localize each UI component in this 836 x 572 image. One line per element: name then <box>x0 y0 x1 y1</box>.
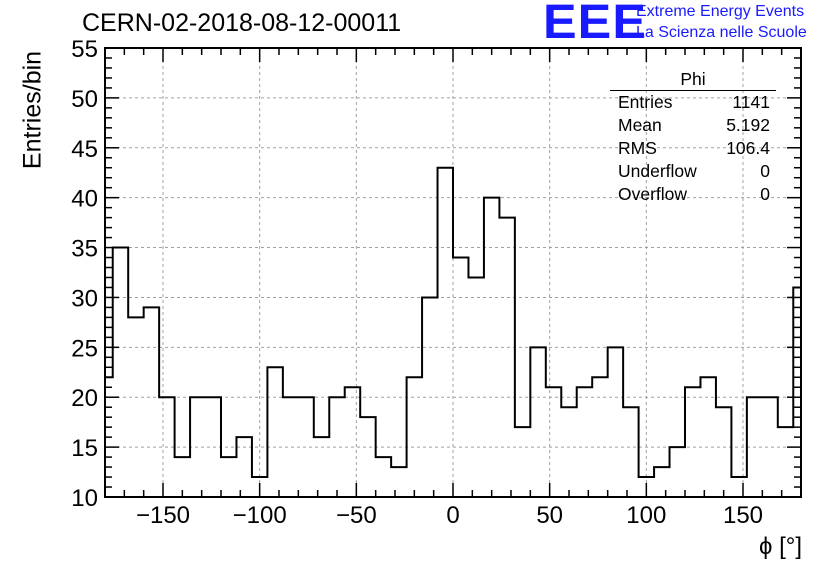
histogram-bin <box>113 248 128 497</box>
histogram-bin <box>128 317 143 497</box>
y-tick-label: 45 <box>71 136 98 163</box>
histogram-bin <box>267 367 282 497</box>
x-tick-label: 50 <box>536 502 563 529</box>
stats-label: Overflow <box>618 184 688 204</box>
histogram-bin <box>515 427 530 497</box>
x-tick-label: 150 <box>723 502 763 529</box>
x-tick-label: 100 <box>626 502 666 529</box>
stats-label: Underflow <box>618 161 697 181</box>
stats-value: 0 <box>760 184 770 204</box>
stats-row-rms: RMS 106.4 <box>610 137 776 160</box>
histogram-bin <box>468 277 483 497</box>
x-tick-label: −50 <box>336 502 377 529</box>
stats-value: 1141 <box>732 92 770 112</box>
histogram-bin <box>499 218 514 497</box>
histogram-bin <box>221 457 236 497</box>
histogram-bin <box>453 258 468 497</box>
stats-row-mean: Mean 5.192 <box>610 114 776 137</box>
histogram-bin <box>438 168 453 497</box>
y-tick-label: 20 <box>71 385 98 412</box>
histogram-bin <box>778 427 793 497</box>
histogram-bin <box>762 397 777 497</box>
histogram-bin <box>670 447 685 497</box>
histogram-bin <box>314 437 329 497</box>
logo-line-1: Extreme Energy Events <box>636 3 805 20</box>
x-tick-label: 0 <box>446 502 459 529</box>
stats-title: Phi <box>610 68 776 91</box>
histogram-bin <box>592 377 607 497</box>
histogram-bin <box>376 457 391 497</box>
histogram-bin <box>360 417 375 497</box>
histogram-bin <box>623 407 638 497</box>
histogram-bin <box>700 377 715 497</box>
histogram-bin <box>685 387 700 497</box>
y-tick-label: 50 <box>71 86 98 113</box>
histogram-bin <box>546 387 561 497</box>
histogram-bin <box>608 347 623 497</box>
histogram-bin <box>329 397 344 497</box>
logo-line-2: La Scienza nelle Scuole <box>636 24 807 41</box>
run-title: CERN-02-2018-08-12-00011 <box>82 9 402 37</box>
stats-row-entries: Entries 1141 <box>610 91 776 114</box>
stats-row-overflow: Overflow 0 <box>610 183 776 206</box>
histogram-bin <box>793 287 801 497</box>
histogram-bin <box>391 467 406 497</box>
y-tick-label: 40 <box>71 186 98 213</box>
histogram-bin <box>577 387 592 497</box>
stats-value: 0 <box>760 161 770 181</box>
histogram-bin <box>236 437 251 497</box>
stats-value: 5.192 <box>726 115 770 135</box>
histogram-bin <box>144 307 159 497</box>
y-tick-label: 35 <box>71 236 98 263</box>
y-tick-label: 15 <box>71 435 98 462</box>
stats-label: RMS <box>618 138 657 158</box>
histogram-outline <box>105 166 802 479</box>
stats-box: Phi Entries 1141 Mean 5.192 RMS 106.4 Un… <box>610 68 776 206</box>
x-tick-label: −150 <box>136 502 190 529</box>
histogram-bin <box>731 477 746 497</box>
histogram-bin <box>345 387 360 497</box>
histogram-bin <box>654 467 669 497</box>
stats-row-underflow: Underflow 0 <box>610 160 776 183</box>
histogram-bin <box>407 377 422 497</box>
y-axis-label: Entries/bin <box>18 50 47 170</box>
histogram-bin <box>530 347 545 497</box>
stats-value: 106.4 <box>726 138 770 158</box>
x-axis-label: ϕ [°] <box>758 533 802 560</box>
y-tick-label: 55 <box>71 36 98 63</box>
eee-logo: EEE <box>543 0 647 49</box>
stats-label: Mean <box>618 115 662 135</box>
y-tick-label: 25 <box>71 335 98 362</box>
y-tick-label: 10 <box>71 485 98 512</box>
stats-label: Entries <box>618 92 673 112</box>
histogram-bin <box>716 407 731 497</box>
x-tick-label: −100 <box>233 502 287 529</box>
y-tick-label: 30 <box>71 285 98 312</box>
histogram-bin <box>561 407 576 497</box>
